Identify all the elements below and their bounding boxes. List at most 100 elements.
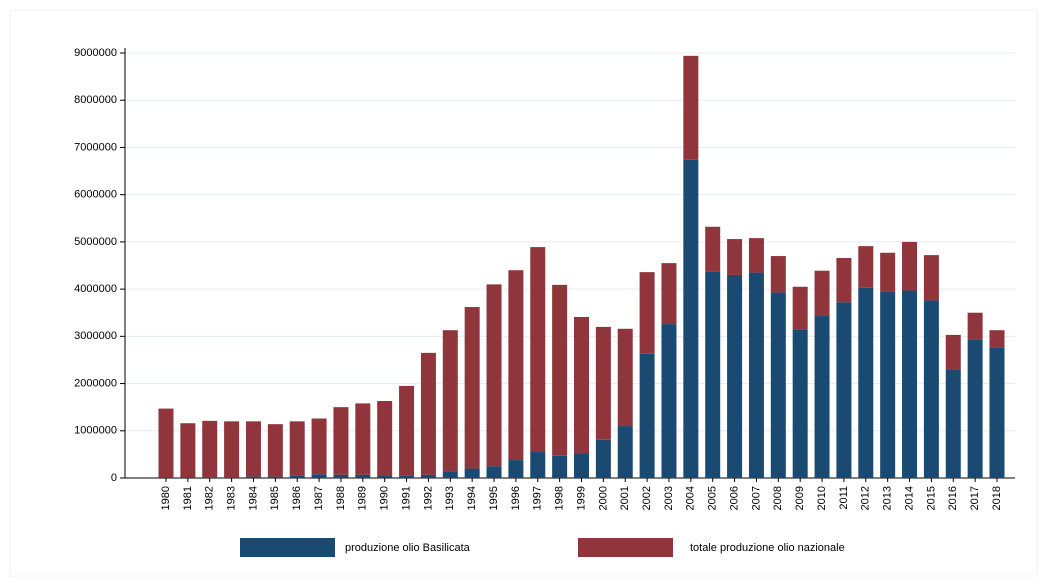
- bar-segment: [442, 471, 458, 478]
- bar-segment: [508, 460, 524, 478]
- bar-segment: [574, 453, 589, 478]
- bar-segment: [399, 475, 415, 478]
- bar-segment: [202, 477, 218, 478]
- bar-segment: [705, 271, 721, 478]
- legend-swatch: [578, 538, 673, 557]
- x-tick-label: 2001: [619, 486, 631, 510]
- bar-segment: [224, 477, 240, 478]
- y-tick-label: 8000000: [74, 94, 117, 106]
- bar-segment: [420, 474, 436, 478]
- bar-segment: [705, 226, 721, 272]
- bar-segment: [858, 246, 874, 288]
- bar-segment: [792, 329, 808, 478]
- bar-segment: [486, 284, 502, 467]
- bar-segment: [770, 256, 786, 293]
- bar-segment: [311, 474, 327, 478]
- y-tick-label: 6000000: [74, 189, 117, 201]
- bar-segment: [836, 302, 852, 478]
- bar-segment: [814, 270, 830, 317]
- bar-segment: [486, 466, 502, 478]
- bar-segment: [989, 347, 1005, 478]
- y-tick-label: 3000000: [74, 330, 117, 342]
- x-tick-label: 1983: [226, 486, 238, 510]
- x-tick-label: 1980: [160, 486, 172, 510]
- bar-segment: [902, 241, 918, 291]
- x-tick-label: 1982: [204, 486, 216, 510]
- bar-segment: [224, 421, 240, 478]
- x-tick-label: 1989: [357, 486, 369, 510]
- bar-segment: [245, 476, 261, 478]
- bar-segment: [464, 468, 480, 478]
- x-tick-label: 1997: [532, 486, 544, 510]
- bar-segment: [902, 290, 918, 478]
- x-tick-label: 1994: [466, 486, 478, 510]
- bar-segment: [267, 476, 283, 478]
- x-tick-label: 1986: [291, 486, 303, 510]
- bar-segment: [661, 324, 677, 478]
- x-tick-label: 2011: [838, 486, 850, 510]
- x-tick-label: 1996: [510, 486, 522, 510]
- x-tick-label: 1992: [422, 486, 434, 510]
- bar-segment: [530, 452, 546, 478]
- bar-segment: [574, 316, 589, 454]
- bar-segment: [333, 407, 349, 475]
- bar-segment: [617, 328, 633, 427]
- bar-segment: [508, 270, 524, 461]
- x-tick-label: 1999: [575, 486, 587, 510]
- bar-segment: [748, 238, 764, 273]
- bar-segment: [399, 385, 415, 476]
- x-tick-label: 2002: [641, 486, 653, 510]
- bar-segment: [530, 247, 546, 453]
- x-tick-label: 2004: [685, 486, 697, 510]
- x-tick-label: 1981: [182, 486, 194, 510]
- bar-segment: [727, 274, 743, 478]
- x-tick-label: 2008: [772, 486, 784, 510]
- bar-segment: [377, 401, 393, 476]
- bar-segment: [442, 330, 458, 472]
- bar-segment: [748, 272, 764, 478]
- bar-segment: [311, 418, 327, 475]
- x-tick-label: 2010: [816, 486, 828, 510]
- x-tick-label: 1984: [247, 486, 259, 510]
- x-tick-label: 2009: [794, 486, 806, 510]
- y-tick-label: 5000000: [74, 236, 117, 248]
- bar-segment: [661, 263, 677, 325]
- bar-segment: [945, 369, 961, 478]
- bar-segment: [639, 272, 655, 354]
- bar-segment: [923, 300, 939, 478]
- y-tick-label: 9000000: [74, 47, 117, 59]
- bar-segment: [683, 55, 699, 160]
- x-tick-label: 2016: [947, 486, 959, 510]
- x-tick-label: 2013: [882, 486, 894, 510]
- x-tick-label: 1987: [313, 486, 325, 510]
- bar-segment: [880, 291, 896, 478]
- x-tick-label: 2006: [728, 486, 740, 510]
- bar-segment: [945, 334, 961, 370]
- bar-segment: [202, 420, 218, 478]
- y-tick-label: 7000000: [74, 141, 117, 153]
- x-tick-label: 2012: [860, 486, 872, 510]
- x-tick-label: 2000: [597, 486, 609, 510]
- bar-segment: [355, 474, 371, 478]
- bar-segment: [377, 475, 393, 478]
- bar-segment: [158, 408, 174, 478]
- x-tick-label: 1985: [269, 486, 281, 510]
- legend-swatch: [240, 538, 335, 557]
- bar-segment: [792, 286, 808, 330]
- x-tick-label: 1998: [554, 486, 566, 510]
- bar-segment: [836, 257, 852, 303]
- x-tick-label: 2018: [991, 486, 1003, 510]
- bar-segment: [180, 423, 196, 478]
- bar-segment: [420, 352, 436, 475]
- x-tick-label: 2014: [903, 486, 915, 510]
- bar-segment: [923, 255, 939, 301]
- bar-segment: [770, 292, 786, 478]
- bar-segment: [967, 312, 983, 340]
- bar-segment: [595, 326, 611, 440]
- bar-segment: [858, 287, 874, 478]
- bar-segment: [333, 474, 349, 478]
- bar-segment: [552, 455, 568, 478]
- y-tick-label: 4000000: [74, 283, 117, 295]
- y-tick-label: 2000000: [74, 377, 117, 389]
- bar-segment: [289, 421, 305, 476]
